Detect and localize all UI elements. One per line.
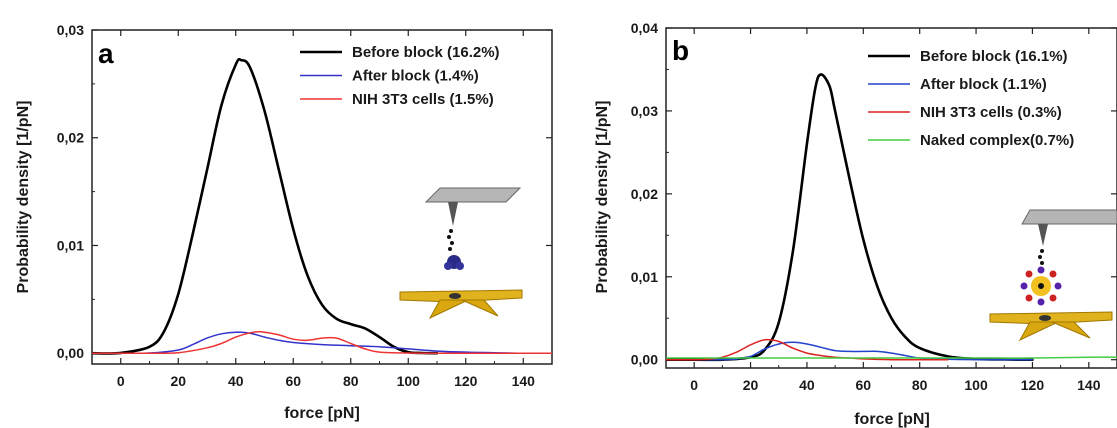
linker-dot (447, 235, 451, 239)
complex-bead (1050, 271, 1057, 278)
complex-bead (1021, 283, 1028, 290)
receptor-binding-site (1039, 315, 1051, 321)
receptor-arm (1020, 322, 1058, 340)
x-tick-label: 20 (743, 377, 759, 393)
y-tick-label: 0,03 (631, 103, 658, 119)
complex-center (1038, 283, 1044, 289)
linker-dot (1040, 261, 1044, 265)
linker-dot (449, 229, 453, 233)
molecule-blob (456, 262, 464, 270)
x-tick-label: 100 (397, 373, 421, 389)
y-tick-label: 0,00 (57, 345, 84, 361)
receptor-binding-site (449, 293, 461, 299)
x-tick-label: 100 (964, 377, 988, 393)
receptor-arm (1052, 322, 1090, 338)
cantilever-tip-b (1038, 224, 1048, 246)
y-tick-label: 0,01 (57, 237, 84, 253)
y-tick-label: 0,02 (631, 186, 658, 202)
complex-bead (1026, 295, 1033, 302)
receptor-arm (462, 300, 498, 316)
x-tick-label: 60 (856, 377, 872, 393)
molecule-blob (444, 262, 452, 270)
complex-bead (1038, 267, 1045, 274)
y-tick-label: 0,03 (57, 22, 84, 38)
legend-label: Before block (16.1%) (920, 48, 1068, 65)
linker-dot (1038, 255, 1042, 259)
x-axis-title: force [pN] (284, 405, 360, 422)
afm-illustration-b (990, 210, 1117, 340)
series-line-2 (666, 340, 948, 360)
complex-bead (1050, 295, 1057, 302)
series-line-3 (666, 357, 1117, 358)
x-tick-label: 140 (1077, 377, 1101, 393)
x-tick-label: 120 (454, 373, 478, 389)
legend-label: NIH 3T3 cells (1.5%) (352, 91, 494, 108)
panel-label: b (672, 35, 689, 66)
afm-illustration-a (400, 188, 522, 318)
x-tick-label: 40 (799, 377, 815, 393)
complex-bead (1055, 283, 1062, 290)
cantilever-a (426, 188, 520, 202)
panel-label: a (98, 38, 114, 69)
complex-bead (1038, 299, 1045, 306)
receptor-arm (430, 300, 468, 318)
x-tick-label: 140 (512, 373, 536, 389)
legend-label: After block (1.4%) (352, 68, 479, 85)
linker-dot (450, 241, 454, 245)
x-tick-label: 80 (912, 377, 928, 393)
linker-dot (448, 247, 452, 251)
x-axis-title: force [pN] (854, 411, 930, 428)
legend-label: Naked complex(0.7%) (920, 132, 1074, 149)
linker-dot (1040, 249, 1044, 253)
y-tick-label: 0,01 (631, 269, 658, 285)
legend-label: After block (1.1%) (920, 76, 1047, 93)
legend-label: Before block (16.2%) (352, 44, 500, 61)
nanoparticle-complex (1021, 267, 1062, 306)
x-tick-label: 20 (170, 373, 186, 389)
y-tick-label: 0,00 (631, 352, 658, 368)
x-tick-label: 60 (285, 373, 301, 389)
cantilever-tip-a (448, 202, 458, 226)
cantilever-b (1022, 210, 1117, 224)
y-axis-title: Probability density [1/pN] (594, 101, 611, 294)
y-axis-title: Probability density [1/pN] (15, 101, 32, 294)
x-tick-label: 40 (228, 373, 244, 389)
x-tick-label: 80 (343, 373, 359, 389)
x-tick-label: 0 (690, 377, 698, 393)
x-tick-label: 120 (1021, 377, 1045, 393)
chart-panel-a: 0 20 40 60 80 100 120 140 0,00 0,01 0,02 0,03 force … (15, 22, 552, 422)
y-tick-label: 0,02 (57, 130, 84, 146)
y-tick-label: 0,04 (631, 20, 658, 36)
x-tick-label: 0 (117, 373, 125, 389)
complex-bead (1026, 271, 1033, 278)
legend-label: NIH 3T3 cells (0.3%) (920, 104, 1062, 121)
